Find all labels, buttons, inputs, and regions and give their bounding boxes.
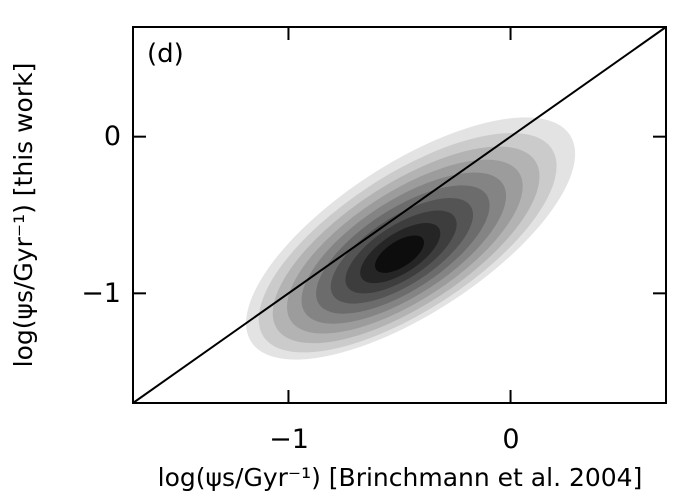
x-tick-label-minus1: −1	[269, 424, 309, 455]
y-axis-label: log(ψs/Gyr⁻¹) [this work]	[9, 63, 38, 368]
density-contour-level-10	[374, 235, 425, 273]
panel-label: (d)	[147, 39, 184, 69]
y-tick-label-minus1: −1	[81, 278, 121, 309]
axis-ticks	[133, 27, 666, 403]
y-tick-label-0: 0	[104, 121, 121, 152]
one-to-one-line	[132, 26, 667, 404]
plot-frame	[132, 26, 667, 404]
density-contours	[246, 117, 576, 360]
x-axis-label: log(ψs/Gyr⁻¹) [Brinchmann et al. 2004]	[158, 463, 643, 492]
x-tick-label-0: 0	[502, 424, 519, 455]
